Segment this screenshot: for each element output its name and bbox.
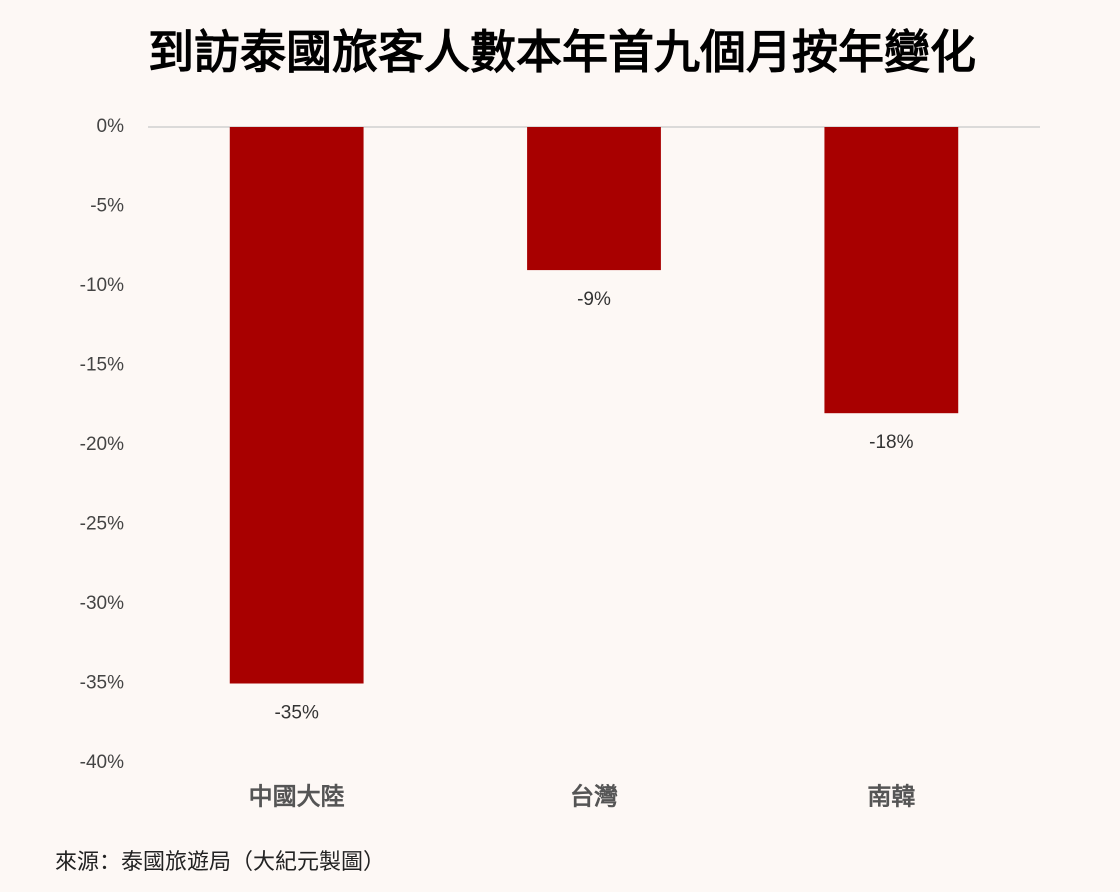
value-label: -18% — [869, 432, 913, 453]
source-note: 來源：泰國旅遊局（大紀元製圖） — [55, 849, 385, 874]
y-tick-label: -30% — [80, 593, 124, 614]
y-tick-label: -25% — [80, 514, 124, 535]
bar — [527, 127, 661, 271]
y-tick-label: -15% — [80, 355, 124, 376]
y-tick-label: -5% — [90, 196, 124, 217]
y-tick-label: -10% — [80, 275, 124, 296]
chart-title: 到訪泰國旅客人數本年首九個月按年變化 — [148, 26, 976, 78]
value-label: -9% — [577, 289, 611, 310]
bar — [824, 127, 959, 414]
x-tick-label: 中國大陸 — [249, 783, 345, 810]
x-tick-label: 台灣 — [570, 782, 618, 810]
y-tick-label: -35% — [80, 673, 124, 694]
bar — [229, 127, 364, 684]
value-label: -35% — [274, 703, 318, 724]
y-tick-label: 0% — [97, 116, 125, 137]
x-tick-label: 南韓 — [867, 783, 915, 810]
y-tick-label: -40% — [80, 752, 124, 773]
y-tick-label: -20% — [80, 434, 124, 455]
